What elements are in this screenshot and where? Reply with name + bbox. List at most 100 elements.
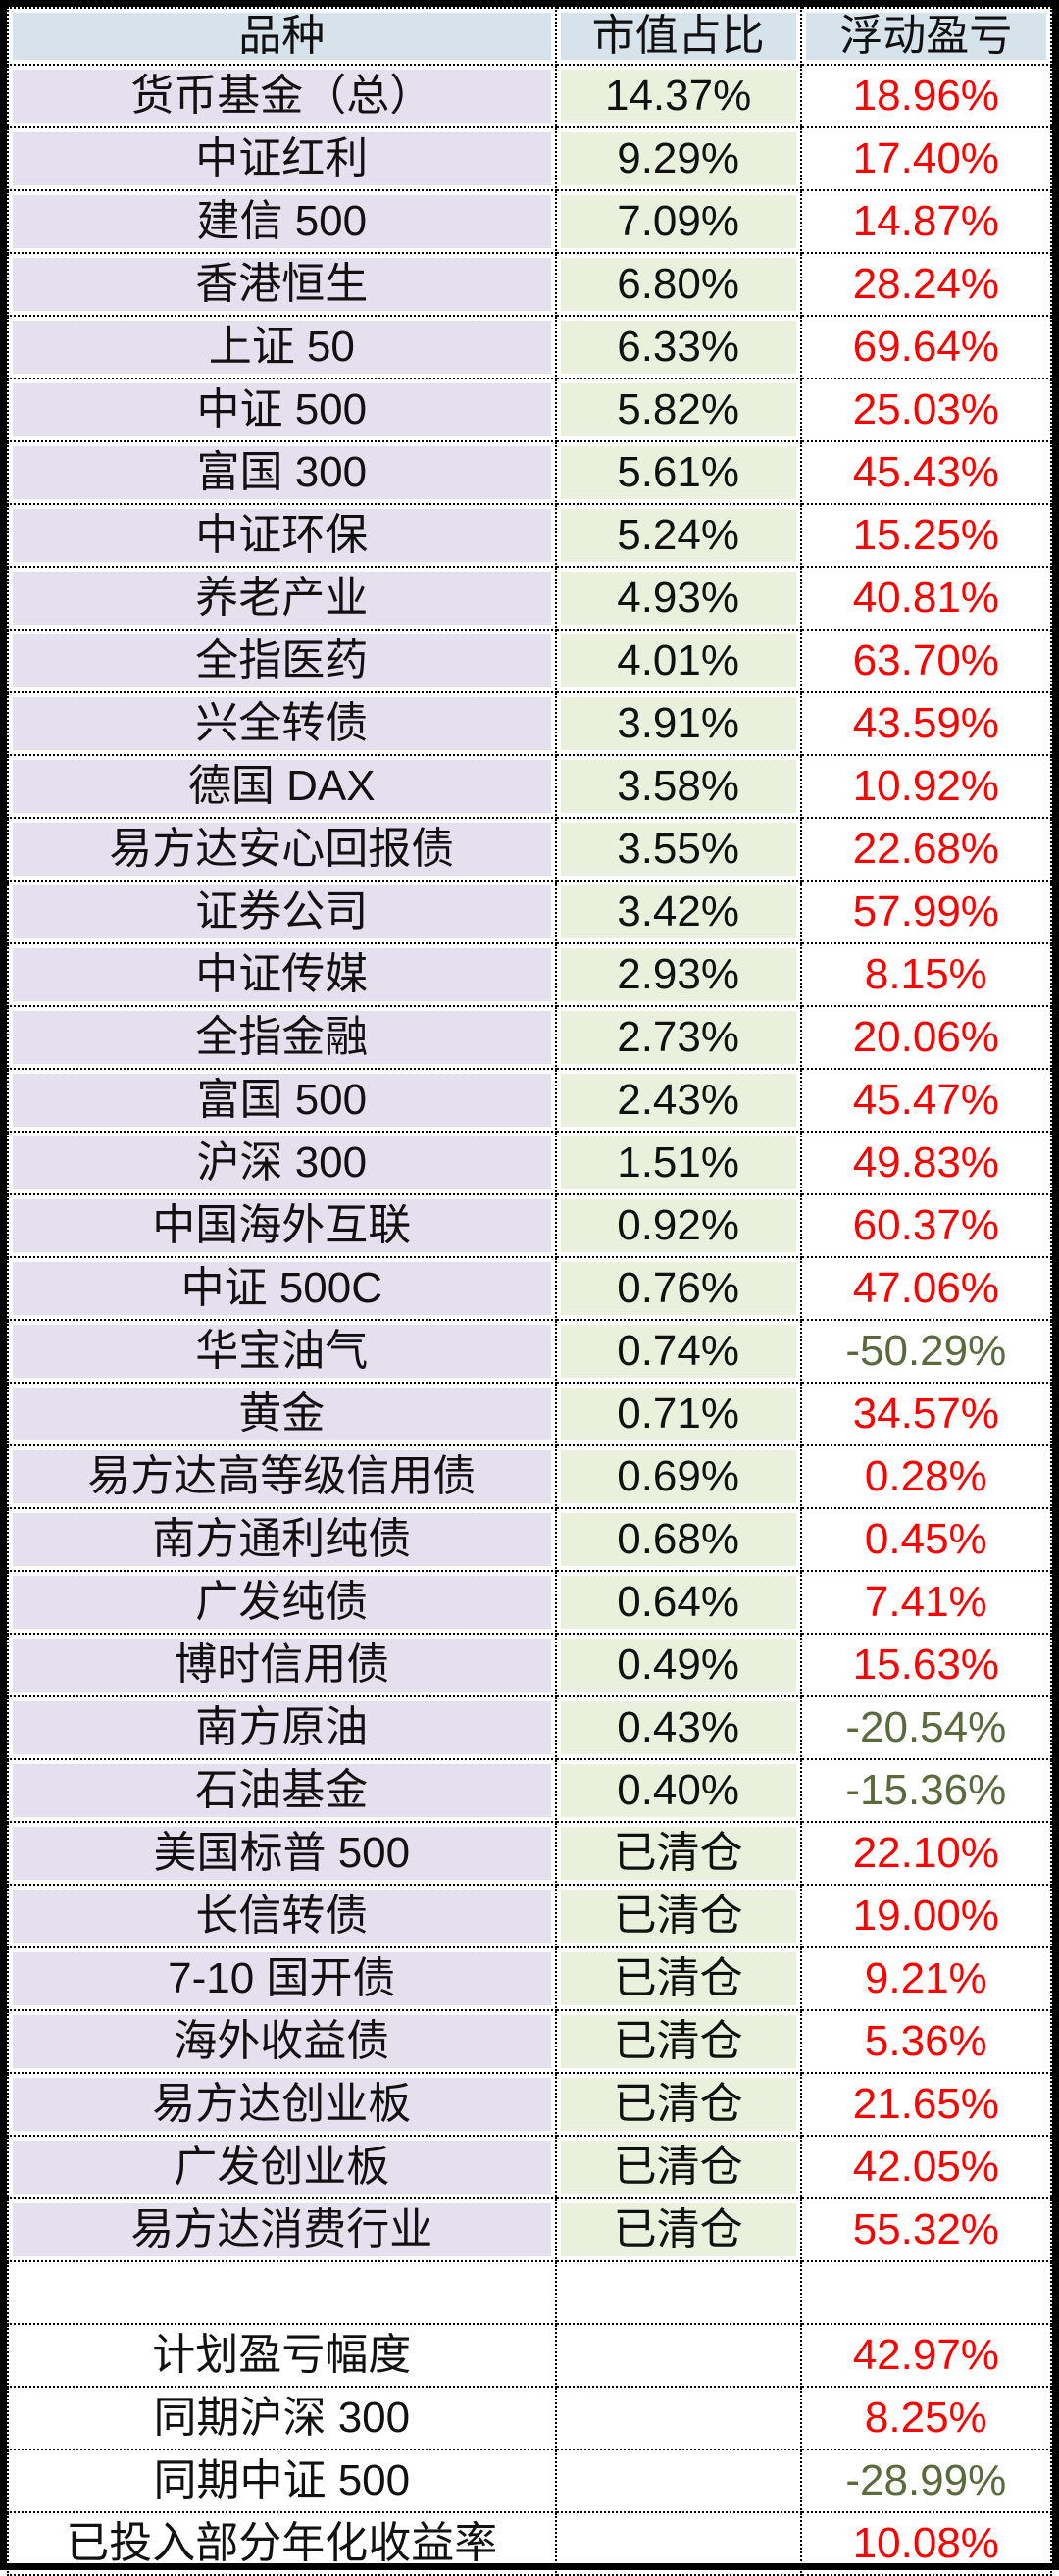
table-row: 易方达高等级信用债 0.69% 0.28%	[7, 1444, 1053, 1510]
fund-name-cell: 全指医药	[7, 629, 557, 694]
header-market-share: 市值占比	[554, 6, 802, 67]
table-row: 南方原油 0.43% -20.54%	[7, 1695, 1053, 1761]
pnl-cell: 47.06%	[799, 1256, 1053, 1322]
table-row: 货币基金（总） 14.37% 18.96%	[7, 64, 1053, 129]
fund-name-cell: 证券公司	[7, 880, 557, 945]
pnl-cell: 19.00%	[799, 1884, 1053, 1949]
pnl-cell: 15.63%	[799, 1633, 1053, 1698]
pnl-cell: 69.64%	[799, 315, 1053, 380]
market-share-cell: 0.69%	[554, 1444, 802, 1510]
market-share-cell	[554, 2323, 802, 2389]
table-row: 易方达消费行业 已清仓 55.32%	[7, 2197, 1053, 2263]
market-share-cell: 7.09%	[554, 189, 802, 255]
fund-name-cell: 同期沪深 300	[7, 2386, 557, 2451]
pnl-cell	[799, 2260, 1053, 2326]
market-share-cell: 4.01%	[554, 629, 802, 694]
market-share-cell: 0.40%	[554, 1758, 802, 1824]
market-share-cell: 0.43%	[554, 1695, 802, 1761]
pnl-cell: 10.92%	[799, 754, 1053, 820]
fund-name-cell: 中证环保	[7, 503, 557, 569]
table-row	[7, 2260, 1053, 2326]
fund-name-cell: 已投入部分年化收益率	[7, 2511, 557, 2576]
table-row: 石油基金 0.40% -15.36%	[7, 1758, 1053, 1824]
fund-name-cell: 中证 500	[7, 378, 557, 443]
fund-name-cell: 南方原油	[7, 1695, 557, 1761]
pnl-cell: 8.25%	[799, 2386, 1053, 2451]
table-row: 证券公司 3.42% 57.99%	[7, 880, 1053, 945]
pnl-cell: -50.29%	[799, 1319, 1053, 1385]
fund-name-cell: 华宝油气	[7, 1319, 557, 1385]
fund-name-cell: 全指金融	[7, 1005, 557, 1071]
pnl-cell: 14.87%	[799, 189, 1053, 255]
market-share-cell: 已清仓	[554, 1884, 802, 1949]
table-row: 易方达安心回报债 3.55% 22.68%	[7, 817, 1053, 883]
market-share-cell: 已清仓	[554, 2197, 802, 2263]
market-share-cell: 3.42%	[554, 880, 802, 945]
market-share-cell	[554, 2260, 802, 2326]
pnl-cell: 9.21%	[799, 1946, 1053, 2012]
fund-name-cell: 石油基金	[7, 1758, 557, 1824]
fund-name-cell: 中证 500C	[7, 1256, 557, 1322]
table-row: 同期中证 500 -28.99%	[7, 2449, 1053, 2514]
fund-name-cell: 货币基金（总）	[7, 64, 557, 129]
table-row: 中证传媒 2.93% 8.15%	[7, 942, 1053, 1008]
table-row: 南方通利纯债 0.68% 0.45%	[7, 1507, 1053, 1573]
pnl-cell: -15.36%	[799, 1758, 1053, 1824]
market-share-cell: 6.33%	[554, 315, 802, 380]
pnl-cell: 5.36%	[799, 2009, 1053, 2075]
table-row: 兴全转债 3.91% 43.59%	[7, 691, 1053, 757]
market-share-cell: 已清仓	[554, 1946, 802, 2012]
table-row: 中证 500 5.82% 25.03%	[7, 378, 1053, 443]
fund-name-cell: 广发创业板	[7, 2135, 557, 2200]
header-floating-pnl: 浮动盈亏	[799, 6, 1053, 67]
fund-name-cell: 上证 50	[7, 315, 557, 380]
pnl-cell: 45.47%	[799, 1068, 1053, 1134]
fund-name-cell: 黄金	[7, 1382, 557, 1447]
table-row: 已投入部分年化收益率 10.08%	[7, 2511, 1053, 2576]
fund-name-cell: 广发纯债	[7, 1570, 557, 1636]
pnl-cell: 63.70%	[799, 629, 1053, 694]
pnl-cell: 21.65%	[799, 2072, 1053, 2138]
market-share-cell	[554, 2511, 802, 2576]
market-share-cell: 2.73%	[554, 1005, 802, 1071]
fund-name-cell: 养老产业	[7, 566, 557, 631]
table-row: 黄金 0.71% 34.57%	[7, 1382, 1053, 1447]
table-body: 货币基金（总） 14.37% 18.96% 中证红利 9.29% 17.40% 建信 500…	[7, 64, 1053, 2576]
fund-name-cell: 7-10 国开债	[7, 1946, 557, 2012]
market-share-cell: 4.93%	[554, 566, 802, 631]
market-share-cell: 1.51%	[554, 1131, 802, 1196]
fund-name-cell: 建信 500	[7, 189, 557, 255]
market-share-cell: 3.91%	[554, 691, 802, 757]
table-row: 全指医药 4.01% 63.70%	[7, 629, 1053, 694]
fund-name-cell: 易方达创业板	[7, 2072, 557, 2138]
market-share-cell: 6.80%	[554, 252, 802, 318]
market-share-cell	[554, 2449, 802, 2514]
market-share-cell	[554, 2386, 802, 2451]
pnl-cell: 34.57%	[799, 1382, 1053, 1447]
fund-name-cell: 海外收益债	[7, 2009, 557, 2075]
table-row: 中证环保 5.24% 15.25%	[7, 503, 1053, 569]
market-share-cell: 0.64%	[554, 1570, 802, 1636]
table-row: 易方达创业板 已清仓 21.65%	[7, 2072, 1053, 2138]
fund-name-cell: 易方达安心回报债	[7, 817, 557, 883]
table-row: 中国海外互联 0.92% 60.37%	[7, 1193, 1053, 1259]
fund-name-cell: 美国标普 500	[7, 1821, 557, 1887]
table-row: 同期沪深 300 8.25%	[7, 2386, 1053, 2451]
market-share-cell: 0.92%	[554, 1193, 802, 1259]
table-row: 长信转债 已清仓 19.00%	[7, 1884, 1053, 1949]
table-row: 广发创业板 已清仓 42.05%	[7, 2135, 1053, 2200]
market-share-cell: 已清仓	[554, 1821, 802, 1887]
table-row: 养老产业 4.93% 40.81%	[7, 566, 1053, 631]
header-variety: 品种	[7, 6, 557, 67]
fund-name-cell: 富国 300	[7, 440, 557, 506]
fund-name-cell: 德国 DAX	[7, 754, 557, 820]
pnl-cell: 57.99%	[799, 880, 1053, 945]
table-row: 上证 50 6.33% 69.64%	[7, 315, 1053, 380]
pnl-cell: 0.45%	[799, 1507, 1053, 1573]
table-row: 中证红利 9.29% 17.40%	[7, 126, 1053, 192]
pnl-cell: -28.99%	[799, 2449, 1053, 2514]
market-share-cell: 已清仓	[554, 2072, 802, 2138]
fund-name-cell: 计划盈亏幅度	[7, 2323, 557, 2389]
pnl-cell: 22.68%	[799, 817, 1053, 883]
table-row: 富国 500 2.43% 45.47%	[7, 1068, 1053, 1134]
